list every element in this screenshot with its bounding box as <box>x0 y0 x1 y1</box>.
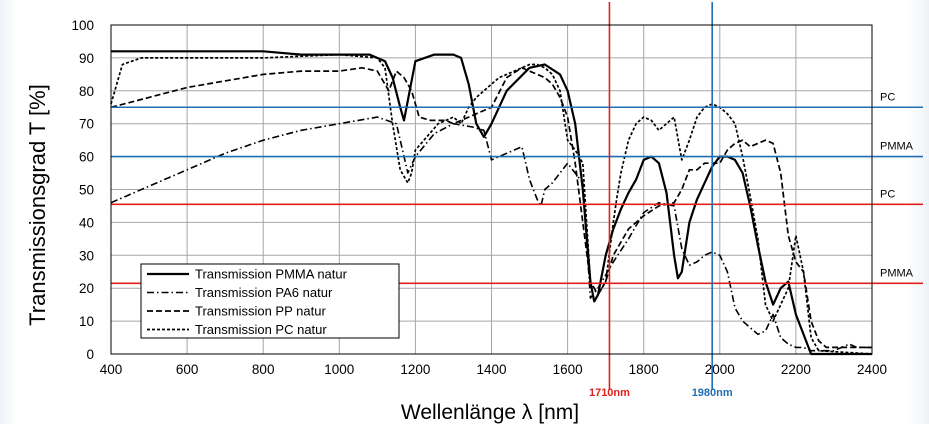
legend-box <box>140 263 400 339</box>
x-tick-label-8: 2000 <box>705 362 735 377</box>
plot-frame <box>110 24 873 355</box>
y-tick-label-7: 70 <box>79 117 94 132</box>
ref-hline-label-2: PC <box>880 188 895 200</box>
ref-vline-label-0: 1710nm <box>589 387 630 399</box>
ref-vline-label-1: 1980nm <box>692 387 733 399</box>
legend-label-3: Transmission PC natur <box>195 322 327 337</box>
y-tick-label-10: 100 <box>71 18 94 33</box>
reference-lines: PC PMMA PC PMMA 1710nm 1980nm <box>111 2 923 399</box>
x-tick-label-10: 2400 <box>857 362 887 377</box>
y-tick-label-6: 60 <box>79 150 94 165</box>
ref-hline-label-3: PMMA <box>880 267 914 279</box>
legend: Transmission PMMA natur Transmission PA6 … <box>140 263 400 339</box>
x-tick-label-6: 1600 <box>553 362 583 377</box>
x-tick-label-3: 1000 <box>324 362 354 377</box>
series-line-1 <box>110 116 872 352</box>
ref-hline-label-1: PMMA <box>880 141 914 153</box>
ref-hline-label-0: PC <box>880 91 895 103</box>
series-group <box>110 50 873 356</box>
x-tick-label-0: 400 <box>100 362 123 377</box>
legend-label-1: Transmission PA6 natur <box>195 285 333 300</box>
y-axis-label: Transmissionsgrad T [%] <box>25 84 50 326</box>
series-line-3 <box>110 53 873 355</box>
series-line-0 <box>111 50 872 356</box>
x-tick-label-7: 1800 <box>629 362 659 377</box>
x-tick-label-2: 800 <box>252 362 275 377</box>
y-tick-label-1: 10 <box>79 314 94 329</box>
x-tick-label-5: 1400 <box>476 362 506 377</box>
y-tick-label-8: 80 <box>79 84 94 99</box>
legend-label-0: Transmission PMMA natur <box>195 267 348 282</box>
y-tick-label-9: 90 <box>79 51 94 66</box>
x-tick-label-4: 1200 <box>400 362 430 377</box>
y-tick-label-4: 40 <box>79 215 94 230</box>
legend-label-2: Transmission PP natur <box>195 304 326 319</box>
y-tick-label-0: 0 <box>86 347 94 362</box>
series-line-2 <box>110 66 872 349</box>
y-tick-label-3: 30 <box>79 248 94 263</box>
y-tick-label-5: 50 <box>79 183 94 198</box>
x-tick-label-1: 600 <box>176 362 199 377</box>
y-tick-label-2: 20 <box>79 281 94 296</box>
x-tick-label-9: 2200 <box>781 362 811 377</box>
x-axis-label: Wellenlänge λ [nm] <box>401 401 579 424</box>
